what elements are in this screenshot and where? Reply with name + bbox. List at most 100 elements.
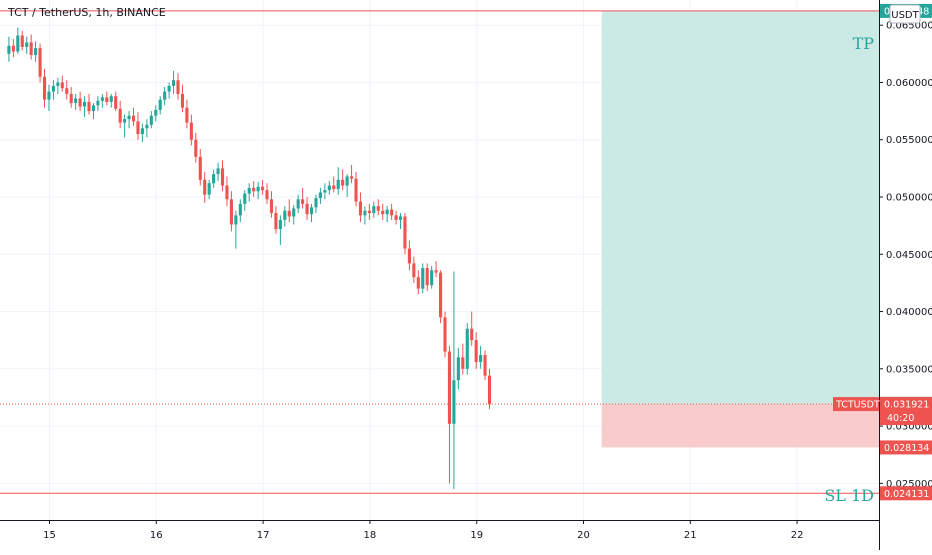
candle (483, 350, 487, 381)
candle (301, 187, 305, 209)
candle-body (398, 216, 403, 220)
candle (238, 199, 242, 223)
currency-box: USDT (889, 4, 921, 24)
candle-body (216, 168, 220, 175)
candle (390, 203, 394, 220)
candle (91, 103, 96, 120)
candle (29, 34, 33, 60)
candle-body (363, 210, 367, 216)
candle (461, 343, 465, 375)
candle (287, 199, 291, 223)
candle (194, 132, 198, 163)
x-tick-label: 17 (257, 530, 270, 541)
candle (136, 112, 140, 140)
candle-body (287, 210, 291, 217)
candle (278, 215, 282, 246)
candle (376, 199, 380, 216)
tp-annotation: TP (853, 34, 875, 53)
candle (140, 123, 144, 143)
candle (149, 111, 153, 129)
countdown-text: 40:20 (887, 413, 914, 424)
y-tick-label: 0.035000 (886, 364, 932, 375)
candle (332, 176, 336, 193)
candle (439, 270, 443, 323)
candle-body (309, 207, 314, 215)
candle-body (51, 85, 55, 92)
candle (16, 27, 20, 54)
y-tick-label: 0.060000 (886, 78, 932, 89)
candle (51, 80, 55, 100)
candle (65, 80, 69, 100)
candle (309, 203, 314, 223)
candle (327, 180, 331, 195)
candle (350, 164, 354, 184)
candle-body (140, 128, 144, 135)
candle-body (167, 85, 171, 92)
x-tick-label: 20 (577, 530, 590, 541)
candle-body (118, 108, 122, 123)
candle-body (114, 96, 118, 109)
candle-body (78, 98, 82, 107)
candle-body (350, 176, 354, 179)
candle-body (456, 357, 460, 381)
candle-body (461, 357, 465, 369)
candle (34, 41, 38, 62)
y-tick-label: 0.050000 (886, 193, 932, 204)
candle-body (136, 121, 140, 135)
candle-body (407, 248, 411, 264)
candle-body (60, 82, 64, 89)
candle (87, 93, 91, 115)
current-price-badge: 0.031921 40:20 TCTUSDT (833, 397, 932, 426)
candle-body (194, 139, 198, 157)
candle-body (29, 42, 33, 55)
candle (385, 206, 389, 223)
x-tick-label: 22 (791, 530, 804, 541)
candle (345, 174, 349, 198)
candle-body (390, 209, 394, 216)
candle (305, 197, 309, 220)
candle (358, 192, 363, 223)
candle (256, 182, 260, 200)
candle (394, 210, 398, 225)
candle-body (425, 268, 429, 286)
candle-body (123, 119, 127, 123)
candle-body (25, 42, 29, 47)
candle-body (412, 263, 416, 278)
candle-body (367, 210, 371, 214)
candle-body (243, 193, 247, 204)
position-zones (601, 10, 879, 448)
sl-annotation: SL 1D (824, 486, 874, 505)
stop-price-badge: 0.028134 (880, 440, 932, 455)
candle (479, 345, 483, 369)
y-tick-label: 0.055000 (886, 135, 932, 146)
x-tick-label: 15 (43, 530, 56, 541)
candle-body (7, 45, 11, 54)
candle-body (434, 270, 438, 273)
candle-body (416, 277, 420, 289)
candle (180, 84, 185, 113)
candle-body (301, 199, 305, 204)
candle (56, 77, 60, 94)
candle (20, 30, 24, 51)
candle (452, 271, 456, 490)
candle-body (430, 270, 434, 286)
candle-body (65, 88, 69, 94)
candle-body (198, 156, 202, 180)
candle-body (452, 380, 456, 424)
candle-body (403, 216, 407, 249)
candle-body (127, 115, 131, 120)
candle-body (372, 206, 376, 214)
candle-body (225, 185, 229, 200)
candle-body (332, 185, 336, 189)
candle (216, 162, 220, 181)
candle-body (487, 375, 492, 405)
candle-body (212, 174, 216, 184)
candle-body (278, 219, 282, 230)
x-tick-label: 18 (364, 530, 377, 541)
stop-price-badge-text: 0.028134 (884, 443, 929, 454)
candle (247, 183, 251, 202)
currency-label: USDT (891, 10, 919, 21)
candle (7, 36, 11, 62)
candle-body (100, 97, 104, 101)
